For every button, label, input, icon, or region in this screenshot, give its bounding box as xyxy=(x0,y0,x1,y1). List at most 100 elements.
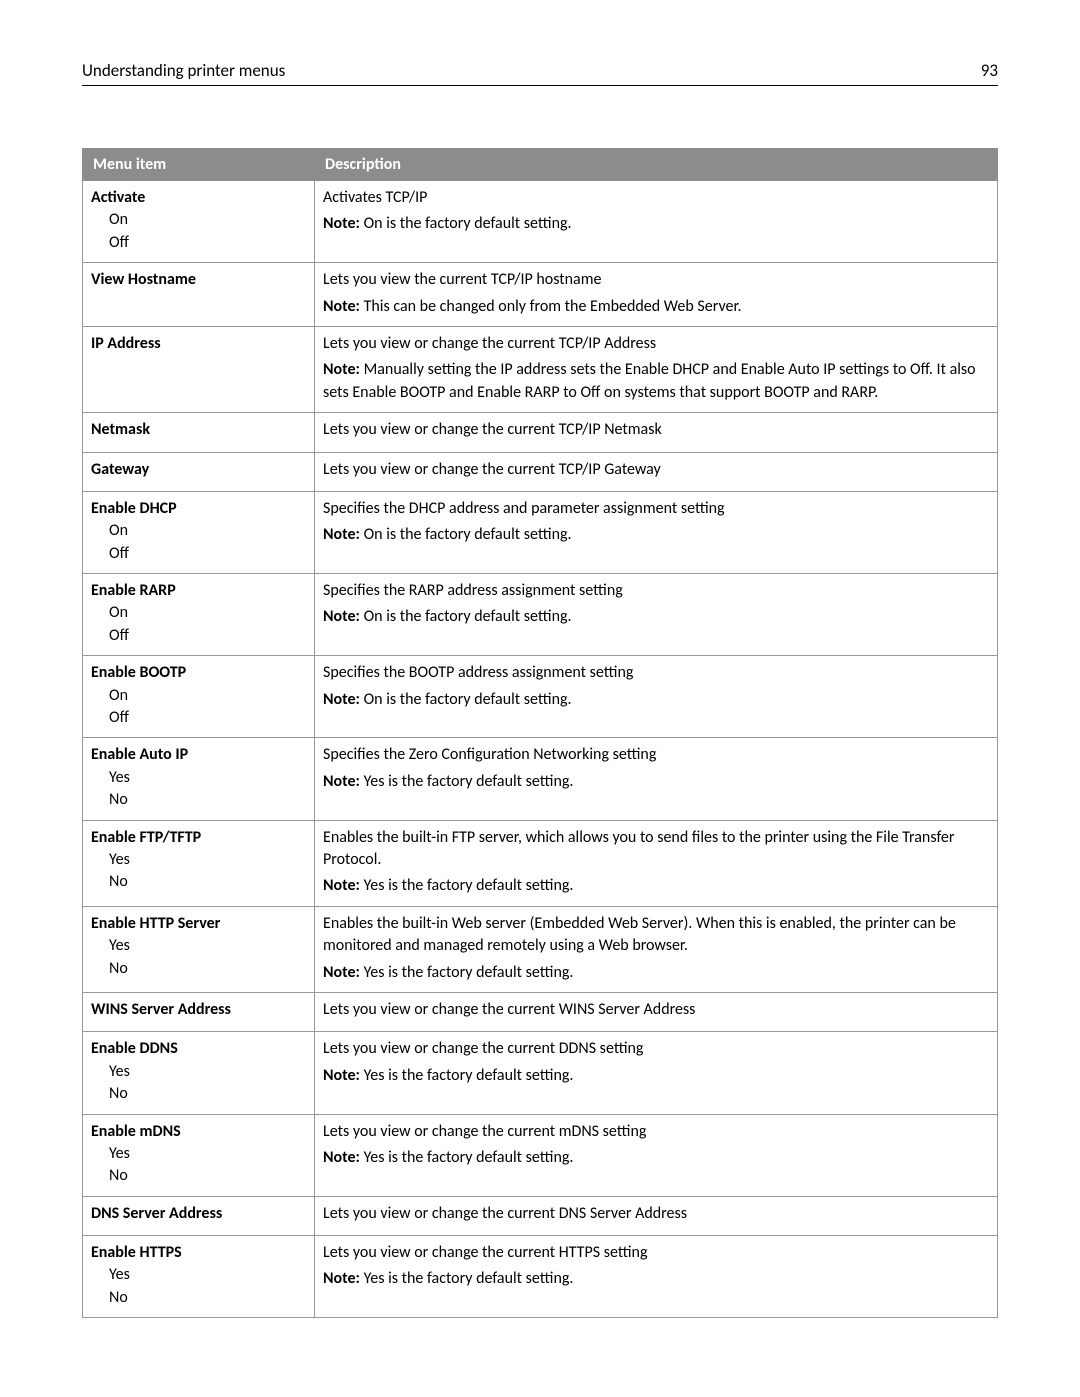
menu-table: Menu item Description ActivateOnOffActiv… xyxy=(82,148,998,1318)
col-menu-item: Menu item xyxy=(83,149,315,181)
page-number: 93 xyxy=(981,60,998,81)
note-text: This can be changed only from the Embedd… xyxy=(360,297,742,316)
menu-item-cell: WINS Server Address xyxy=(83,992,315,1031)
description-text: Lets you view or change the current TCP/… xyxy=(323,333,989,355)
note-block: Note: On is the factory default setting. xyxy=(323,606,989,628)
description-text: Specifies the BOOTP address assignment s… xyxy=(323,662,989,684)
description-text: Specifies the RARP address assignment se… xyxy=(323,580,989,602)
description-text: Activates TCP/IP xyxy=(323,187,989,209)
note-block: Note: Yes is the factory default setting… xyxy=(323,771,989,793)
description-cell: Lets you view or change the current TCP/… xyxy=(315,452,998,491)
note-block: Note: Yes is the factory default setting… xyxy=(323,1065,989,1087)
table-row: Enable DHCPOnOff Specifies the DHCP addre… xyxy=(83,491,998,573)
note-text: On is the factory default setting. xyxy=(360,607,572,626)
description-cell: Lets you view or change the current DDNS… xyxy=(315,1032,998,1114)
table-row: Enable DDNSYesNoLets you view or change … xyxy=(83,1032,998,1114)
menu-item-cell: DNS Server Address xyxy=(83,1196,315,1235)
menu-item-option: Yes xyxy=(91,935,306,957)
note-text: Manually setting the IP address sets the… xyxy=(323,360,976,401)
description-cell: Lets you view or change the current mDNS… xyxy=(315,1114,998,1196)
menu-item-option: No xyxy=(91,1083,306,1105)
table-row: Enable HTTPSYesNoLets you view or change… xyxy=(83,1236,998,1318)
table-row: IP Address Lets you view or change the cu… xyxy=(83,326,998,412)
table-row: Enable mDNSYesNo Lets you view or change … xyxy=(83,1114,998,1196)
menu-item-option: On xyxy=(91,602,306,624)
menu-item-title: View Hostname xyxy=(91,270,196,289)
menu-item-cell: View Hostname xyxy=(83,263,315,327)
note-block: Note: Yes is the factory default setting… xyxy=(323,962,989,984)
note-label: Note: xyxy=(323,1148,360,1167)
note-label: Note: xyxy=(323,297,360,316)
menu-item-option: Yes xyxy=(91,1264,306,1286)
menu-item-option: No xyxy=(91,871,306,893)
table-row: WINS Server Address Lets you view or chan… xyxy=(83,992,998,1031)
description-cell: Lets you view or change the current HTTP… xyxy=(315,1236,998,1318)
page-header: Understanding printer menus 93 xyxy=(82,60,998,86)
description-text: Lets you view or change the current TCP/… xyxy=(323,459,989,481)
note-text: Yes is the factory default setting. xyxy=(360,772,573,791)
menu-item-option: No xyxy=(91,789,306,811)
menu-item-cell: IP Address xyxy=(83,326,315,412)
note-block: Note: On is the factory default setting. xyxy=(323,213,989,235)
note-block: Note: This can be changed only from the … xyxy=(323,296,989,318)
menu-item-cell: Netmask xyxy=(83,413,315,452)
note-block: Note: On is the factory default setting. xyxy=(323,689,989,711)
description-cell: Activates TCP/IP Note: On is the factory … xyxy=(315,181,998,263)
menu-item-title: Gateway xyxy=(91,460,149,479)
table-row: DNS Server Address Lets you view or chang… xyxy=(83,1196,998,1235)
menu-item-cell: ActivateOnOff xyxy=(83,181,315,263)
description-text: Lets you view or change the current HTTP… xyxy=(323,1242,989,1264)
menu-item-title: Activate xyxy=(91,188,145,207)
menu-item-cell: Enable RARPOnOff xyxy=(83,574,315,656)
menu-item-cell: Enable mDNSYesNo xyxy=(83,1114,315,1196)
description-cell: Specifies the Zero Configuration Network… xyxy=(315,738,998,820)
note-label: Note: xyxy=(323,963,360,982)
description-text: Enables the built-in FTP server, which a… xyxy=(323,827,989,872)
table-row: Enable HTTP ServerYesNoEnables the built… xyxy=(83,906,998,992)
menu-item-cell: Enable DHCPOnOff xyxy=(83,491,315,573)
description-cell: Specifies the DHCP address and parameter… xyxy=(315,491,998,573)
menu-item-title: Enable BOOTP xyxy=(91,663,186,682)
description-cell: Lets you view or change the current TCP/… xyxy=(315,326,998,412)
menu-item-option: Yes xyxy=(91,1061,306,1083)
description-text: Specifies the DHCP address and parameter… xyxy=(323,498,989,520)
note-block: Note: Yes is the factory default setting… xyxy=(323,875,989,897)
menu-item-cell: Enable Auto IPYesNo xyxy=(83,738,315,820)
menu-item-cell: Enable FTP/TFTPYesNo xyxy=(83,820,315,906)
menu-item-option: Yes xyxy=(91,1143,306,1165)
menu-item-title: Enable HTTP Server xyxy=(91,914,220,933)
note-text: Yes is the factory default setting. xyxy=(360,876,573,895)
note-label: Note: xyxy=(323,525,360,544)
note-text: On is the factory default setting. xyxy=(360,690,572,709)
col-description: Description xyxy=(315,149,998,181)
table-row: Enable Auto IPYesNo Specifies the Zero Co… xyxy=(83,738,998,820)
note-label: Note: xyxy=(323,772,360,791)
table-row: ActivateOnOff Activates TCP/IP Note: On is… xyxy=(83,181,998,263)
note-text: Yes is the factory default setting. xyxy=(360,963,573,982)
description-cell: Lets you view or change the current DNS … xyxy=(315,1196,998,1235)
table-row: Enable RARPOnOff Specifies the RARP addre… xyxy=(83,574,998,656)
menu-item-option: On xyxy=(91,685,306,707)
menu-item-title: WINS Server Address xyxy=(91,1000,231,1019)
description-cell: Lets you view or change the current WINS… xyxy=(315,992,998,1031)
description-cell: Specifies the RARP address assignment se… xyxy=(315,574,998,656)
note-text: On is the factory default setting. xyxy=(360,214,572,233)
note-label: Note: xyxy=(323,360,360,379)
menu-item-option: No xyxy=(91,1287,306,1309)
table-row: Gateway Lets you view or change the curre… xyxy=(83,452,998,491)
description-text: Lets you view or change the current DDNS… xyxy=(323,1038,989,1060)
description-text: Lets you view or change the current DNS … xyxy=(323,1203,989,1225)
description-text: Lets you view the current TCP/IP hostnam… xyxy=(323,269,989,291)
menu-item-option: Yes xyxy=(91,767,306,789)
description-text: Lets you view or change the current TCP/… xyxy=(323,419,989,441)
note-label: Note: xyxy=(323,607,360,626)
note-label: Note: xyxy=(323,690,360,709)
description-text: Specifies the Zero Configuration Network… xyxy=(323,744,989,766)
description-text: Lets you view or change the current WINS… xyxy=(323,999,989,1021)
description-text: Lets you view or change the current mDNS… xyxy=(323,1121,989,1143)
menu-item-title: DNS Server Address xyxy=(91,1204,222,1223)
menu-item-option: Off xyxy=(91,232,306,254)
note-text: Yes is the factory default setting. xyxy=(360,1148,573,1167)
note-text: Yes is the factory default setting. xyxy=(360,1066,573,1085)
note-label: Note: xyxy=(323,1269,360,1288)
